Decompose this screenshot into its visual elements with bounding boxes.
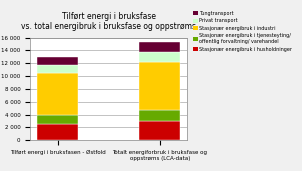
Bar — [139, 62, 180, 110]
Bar — [37, 115, 78, 124]
Bar — [37, 73, 78, 115]
Text: Tilført energi i bruksfase
vs. total energibruk i bruksfase og oppstrøms: Tilført energi i bruksfase vs. total ene… — [21, 12, 196, 31]
Bar — [139, 52, 180, 62]
Bar — [37, 124, 78, 140]
Bar — [139, 110, 180, 121]
Bar — [139, 121, 180, 140]
Legend: Tungtransport, Privat transport, Stasjonær energibruk i industri, Stasjonær ener: Tungtransport, Privat transport, Stasjon… — [193, 11, 293, 51]
Bar — [139, 42, 180, 52]
Bar — [37, 65, 78, 73]
Bar — [37, 57, 78, 65]
